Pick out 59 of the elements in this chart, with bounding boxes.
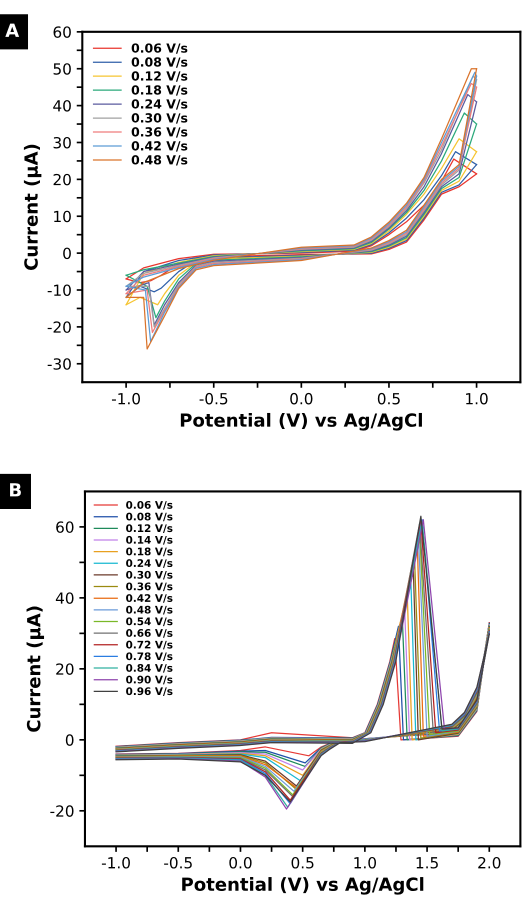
y-tick-label: -10	[48, 284, 71, 296]
legend-label: 0.18 V/s	[132, 85, 188, 96]
legend-label: 0.08 V/s	[126, 512, 172, 522]
y-tick-label: 10	[54, 210, 71, 222]
y-axis-title: Current (μA)	[26, 606, 44, 732]
legend-label: 0.12 V/s	[132, 71, 188, 82]
x-tick-label: -0.5	[200, 392, 228, 404]
x-tick-label: 1.0	[354, 856, 376, 869]
y-tick-label: 60	[54, 26, 71, 38]
x-axis-title: Potential (V) vs Ag/AgCl	[182, 877, 424, 895]
legend-label: 0.30 V/s	[126, 570, 172, 580]
legend-label: 0.66 V/s	[126, 629, 172, 638]
y-tick-label: 60	[56, 521, 74, 533]
x-tick-label: 0.0	[290, 392, 312, 404]
legend-label: 0.72 V/s	[126, 640, 172, 650]
y-tick-label: -20	[48, 321, 71, 333]
legend-label: 0.90 V/s	[126, 676, 172, 684]
legend-label: 0.54 V/s	[126, 617, 172, 626]
legend-label: 0.18 V/s	[126, 548, 172, 556]
legend-label: 0.24 V/s	[132, 99, 188, 110]
x-tick-label: 2.0	[478, 856, 500, 869]
legend-label: 0.78 V/s	[126, 652, 172, 662]
chart-title: B	[10, 483, 21, 496]
x-tick-label: -1.0	[112, 392, 140, 404]
x-tick-label: 0.5	[378, 392, 400, 404]
y-tick-label: 0	[63, 248, 71, 260]
x-tick-label: -0.5	[164, 856, 192, 869]
y-tick-label: 30	[54, 136, 71, 149]
x-tick-label: -1.0	[102, 856, 130, 869]
x-tick-label: 0.5	[292, 856, 314, 869]
y-tick-label: 20	[56, 663, 74, 675]
legend-label: 0.06 V/s	[126, 500, 172, 510]
legend-label: 0.42 V/s	[132, 141, 188, 152]
legend-label: 0.96 V/s	[126, 687, 172, 696]
legend-label: 0.36 V/s	[132, 127, 188, 138]
legend-label: 0.24 V/s	[126, 559, 172, 568]
legend-label: 0.48 V/s	[126, 606, 172, 614]
legend-label: 0.42 V/s	[126, 594, 172, 603]
chart-title: A	[5, 24, 20, 37]
y-tick-label: 40	[56, 592, 74, 604]
y-tick-label: -20	[50, 805, 74, 817]
y-tick-label: 0	[66, 734, 74, 746]
legend-label: 0.48 V/s	[132, 155, 188, 166]
y-tick-label: 40	[53, 100, 71, 112]
y-axis-title: Current (μA)	[24, 144, 42, 270]
legend-label: 0.06 V/s	[132, 43, 188, 54]
x-tick-label: 1.5	[416, 857, 438, 869]
y-tick-label: 50	[54, 63, 71, 75]
legend-label: 0.08 V/s	[132, 57, 188, 68]
x-axis-title: Potential (V) vs Ag/AgCl	[180, 412, 422, 431]
legend-label: 0.84 V/s	[126, 664, 172, 673]
x-tick-label: 1.0	[466, 392, 488, 404]
y-tick-label: -30	[48, 358, 71, 370]
legend-label: 0.30 V/s	[132, 113, 188, 124]
legend-label: 0.14 V/s	[126, 536, 172, 545]
x-tick-label: 0.0	[229, 856, 252, 869]
legend-label: 0.12 V/s	[126, 524, 172, 533]
legend-label: 0.36 V/s	[126, 582, 172, 592]
y-tick-label: 20	[54, 174, 71, 186]
